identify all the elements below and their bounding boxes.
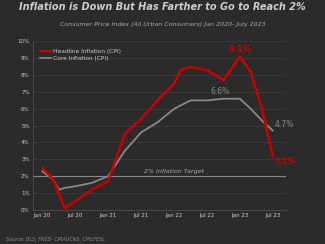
Text: 2% Inflation Target: 2% Inflation Target [144, 169, 204, 174]
Text: Consumer Price Index (All Urban Consumers) Jan 2020- July 2023: Consumer Price Index (All Urban Consumer… [60, 22, 265, 27]
Text: 3.2%: 3.2% [275, 157, 295, 166]
Text: 6.6%: 6.6% [211, 87, 230, 96]
Text: Source: BLS, FRED- CPIAUCNS, CPILFESL: Source: BLS, FRED- CPIAUCNS, CPILFESL [6, 237, 105, 242]
Text: 4.7%: 4.7% [275, 120, 294, 129]
Legend: Headline Inflation (CPI), Core Inflation (CPI): Headline Inflation (CPI), Core Inflation… [38, 46, 124, 63]
Text: Inflation is Down But Has Farther to Go to Reach 2%: Inflation is Down But Has Farther to Go … [19, 2, 306, 12]
Text: 9.1%: 9.1% [228, 45, 252, 54]
